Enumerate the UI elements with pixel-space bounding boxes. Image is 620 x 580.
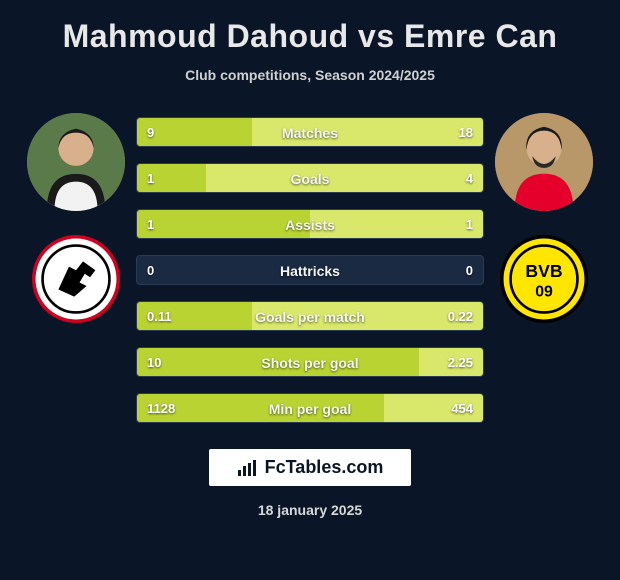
brand-badge: FcTables.com	[209, 449, 412, 486]
page-title: Mahmoud Dahoud vs Emre Can	[63, 18, 558, 55]
bvb-icon: BVB 09	[500, 235, 588, 323]
stat-value-left: 0.11	[147, 302, 172, 331]
right-club-logo: BVB 09	[500, 235, 588, 323]
stat-label: Assists	[137, 210, 483, 239]
stat-label: Goals per match	[137, 302, 483, 331]
stat-value-left: 0	[147, 256, 154, 285]
person-icon	[27, 113, 125, 211]
stat-value-right: 18	[459, 118, 473, 147]
stat-value-right: 0	[466, 256, 473, 285]
stat-row: Min per goal1128 454	[136, 393, 484, 423]
stat-value-right: 1	[466, 210, 473, 239]
stat-row: Shots per goal10 2.25	[136, 347, 484, 377]
stat-row: Assists1 1	[136, 209, 484, 239]
right-player-avatar	[495, 113, 593, 211]
stat-row: Hattricks0 0	[136, 255, 484, 285]
comparison-main: Matches918Goals14Assists11Hattricks00Goa…	[0, 113, 620, 423]
stat-value-left: 1	[147, 210, 154, 239]
stat-label: Goals	[137, 164, 483, 193]
person-icon	[495, 113, 593, 211]
stat-label: Hattricks	[137, 256, 483, 285]
stat-row: Goals1 4	[136, 163, 484, 193]
stat-value-right: 2.25	[448, 348, 473, 377]
stat-value-right: 454	[451, 394, 473, 423]
stat-value-right: 0.22	[448, 302, 473, 331]
stat-value-left: 1128	[147, 394, 175, 423]
svg-text:09: 09	[535, 284, 553, 301]
stat-value-right: 4	[466, 164, 473, 193]
left-club-logo	[32, 235, 120, 323]
stat-bars: Matches918Goals14Assists11Hattricks00Goa…	[136, 113, 484, 423]
brand-text: FcTables.com	[265, 457, 384, 478]
stat-row: Goals per match0.11 0.22	[136, 301, 484, 331]
left-player-avatar	[27, 113, 125, 211]
stat-label: Min per goal	[137, 394, 483, 423]
stat-label: Matches	[137, 118, 483, 147]
date-text: 18 january 2025	[258, 502, 362, 518]
stat-value-left: 1	[147, 164, 154, 193]
stat-label: Shots per goal	[137, 348, 483, 377]
stat-value-left: 10	[147, 348, 161, 377]
eintracht-icon	[32, 235, 120, 323]
svg-text:BVB: BVB	[525, 261, 562, 281]
chart-icon	[237, 460, 257, 476]
subtitle: Club competitions, Season 2024/2025	[185, 67, 435, 83]
stat-value-left: 9	[147, 118, 154, 147]
right-player-column: BVB 09	[484, 113, 604, 323]
left-player-column	[16, 113, 136, 323]
stat-row: Matches9 18	[136, 117, 484, 147]
